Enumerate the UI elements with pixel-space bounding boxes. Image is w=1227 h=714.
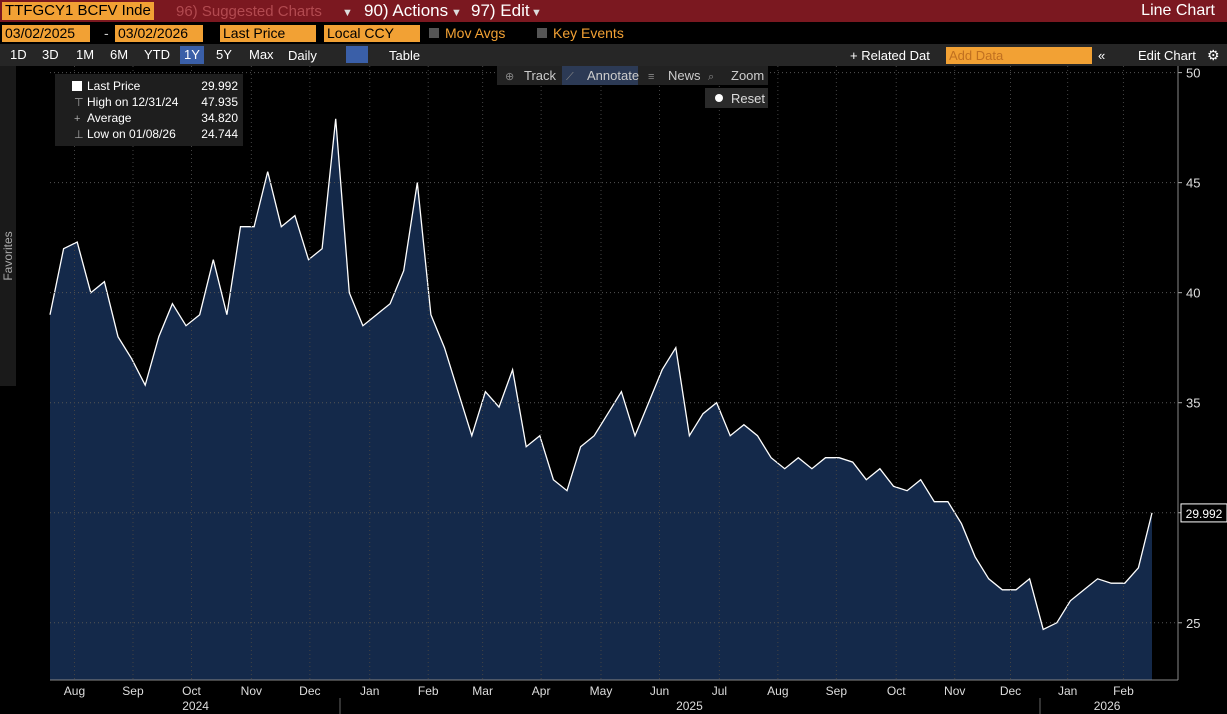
legend-value: 47.935 bbox=[201, 95, 238, 109]
period-button[interactable]: 1Y bbox=[180, 46, 204, 64]
menu[interactable]: 96) Suggested Charts bbox=[176, 3, 322, 20]
title-bar: TTFGCY1 BCFV Inde 96) Suggested Charts ▼… bbox=[0, 0, 1227, 22]
year-label: 2026 bbox=[1094, 699, 1121, 713]
reset-button[interactable]: Reset bbox=[731, 91, 765, 106]
add-data-input[interactable]: Add Data bbox=[946, 47, 1092, 64]
x-tick-label: Apr bbox=[532, 684, 551, 698]
ticker-input[interactable]: TTFGCY1 BCFV Inde bbox=[2, 2, 154, 20]
x-tick-label: Jun bbox=[650, 684, 669, 698]
arrow: ▼ bbox=[342, 7, 353, 19]
period-button[interactable]: 1D bbox=[10, 47, 27, 62]
option[interactable]: Mov Avgs bbox=[445, 25, 506, 41]
line bbox=[49, 118, 1153, 631]
legend-label: Low on 01/08/26 bbox=[87, 127, 176, 141]
related-data[interactable]: + Related Dat bbox=[850, 48, 930, 63]
x-tick-label: Sep bbox=[826, 684, 848, 698]
period-button[interactable]: 3D bbox=[42, 47, 59, 62]
legend-label: Last Price bbox=[87, 79, 141, 93]
currency-select[interactable]: Local CCY bbox=[324, 25, 420, 42]
x-tick-label: Aug bbox=[64, 684, 85, 698]
y-tick-label: 45 bbox=[1186, 176, 1200, 191]
period-button[interactable]: YTD bbox=[144, 47, 170, 62]
chart-icon[interactable] bbox=[346, 46, 368, 63]
field-select[interactable]: Last Price bbox=[220, 25, 316, 42]
control-bar: 03/02/2025 - 03/02/2026 Last Price Local… bbox=[0, 22, 1227, 44]
y-tick-label: 50 bbox=[1186, 66, 1200, 81]
option[interactable]: Key Events bbox=[553, 25, 624, 41]
legend-glyph: + bbox=[74, 113, 80, 125]
x-tick-label: Dec bbox=[1000, 684, 1021, 698]
view-name: Line Chart bbox=[1141, 2, 1215, 19]
tool-icon: ⟋ bbox=[566, 71, 574, 83]
year-label: 2024 bbox=[182, 699, 209, 713]
x-tick-label: Oct bbox=[887, 684, 906, 698]
x-tick-label: Aug bbox=[767, 684, 788, 698]
favorites-strip bbox=[0, 66, 16, 386]
start-date[interactable]: 03/02/2025 bbox=[2, 25, 90, 42]
checkbox[interactable] bbox=[537, 28, 547, 38]
last-price-tag bbox=[1180, 503, 1227, 523]
x-tick-label: Nov bbox=[241, 684, 262, 698]
table-button[interactable]: Table bbox=[389, 48, 421, 63]
legend-value: 34.820 bbox=[201, 111, 238, 125]
reset-bg bbox=[705, 88, 768, 108]
period-button[interactable]: 6M bbox=[110, 47, 129, 62]
tool-button[interactable]: Annotate bbox=[587, 68, 639, 83]
area bbox=[50, 118, 1152, 681]
menu[interactable]: 97) Edit bbox=[471, 1, 530, 20]
x-tick-label: Jan bbox=[1058, 684, 1077, 698]
dash: - bbox=[104, 25, 109, 41]
collapse[interactable]: « bbox=[1098, 48, 1106, 63]
period-button[interactable]: Max bbox=[249, 47, 274, 62]
tool-button[interactable]: News bbox=[668, 68, 701, 83]
x-tick-label: Feb bbox=[418, 684, 439, 698]
tool-icon: ⌕ bbox=[708, 71, 714, 83]
x-tick-label: Jul bbox=[712, 684, 727, 698]
x-tick-label: Dec bbox=[299, 684, 320, 698]
x-tick-label: Sep bbox=[122, 684, 144, 698]
tool-active[interactable] bbox=[562, 66, 638, 85]
year-label: 2025 bbox=[676, 699, 703, 713]
legend-label: Average bbox=[87, 111, 132, 125]
chart-toolbar: ⊕ Track ⟋ Annotate ≡ News ⌕ Zoom Reset bbox=[497, 66, 768, 108]
tool-icon: ⊕ bbox=[505, 71, 514, 83]
legend-glyph: ⊥ bbox=[74, 129, 84, 141]
tool-button[interactable]: Zoom bbox=[731, 68, 764, 83]
period-button[interactable]: 1M bbox=[76, 47, 95, 62]
arrow: ▼ bbox=[451, 7, 462, 19]
favorites-label[interactable]: Favorites bbox=[1, 231, 15, 280]
period-button[interactable]: 5Y bbox=[216, 47, 232, 62]
edit-chart[interactable]: Edit Chart bbox=[1138, 48, 1196, 63]
chart: Favorites 253035404550AugSepOctNovDecJan… bbox=[0, 66, 1227, 714]
x-tick-label: Nov bbox=[944, 684, 965, 698]
x-tick-label: Feb bbox=[1113, 684, 1134, 698]
reset-icon bbox=[715, 94, 723, 102]
checkbox[interactable] bbox=[429, 28, 439, 38]
arrow: ▼ bbox=[531, 7, 542, 19]
legend-value: 29.992 bbox=[201, 79, 238, 93]
tool-button[interactable]: Track bbox=[524, 68, 557, 83]
legend-box bbox=[55, 74, 243, 146]
x-tick-label: May bbox=[590, 684, 613, 698]
legend-swatch bbox=[72, 81, 82, 91]
legend-glyph: ⊤ bbox=[74, 97, 84, 109]
legend-label: High on 12/31/24 bbox=[87, 95, 179, 109]
y-tick-label: 25 bbox=[1186, 616, 1200, 631]
tool-icon: ≡ bbox=[648, 71, 654, 83]
x-tick-label: Mar bbox=[472, 684, 493, 698]
y-tick-label: 40 bbox=[1186, 286, 1200, 301]
x-tick-label: Oct bbox=[182, 684, 201, 698]
legend-value: 24.744 bbox=[201, 127, 238, 141]
last-price-label: 29.992 bbox=[1186, 507, 1223, 521]
settings[interactable]: ⚙ bbox=[1207, 47, 1220, 63]
period-bar: Daily Table + Related Dat Add Data « Edi… bbox=[0, 44, 1227, 66]
end-date[interactable]: 03/02/2026 bbox=[115, 25, 203, 42]
y-tick-label: 35 bbox=[1186, 396, 1200, 411]
menu[interactable]: 90) Actions bbox=[364, 1, 449, 20]
legend: Last Price 29.992 ⊤ High on 12/31/24 47.935 +… bbox=[55, 74, 243, 146]
x-tick-label: Jan bbox=[360, 684, 379, 698]
frequency[interactable]: Daily bbox=[288, 48, 317, 63]
